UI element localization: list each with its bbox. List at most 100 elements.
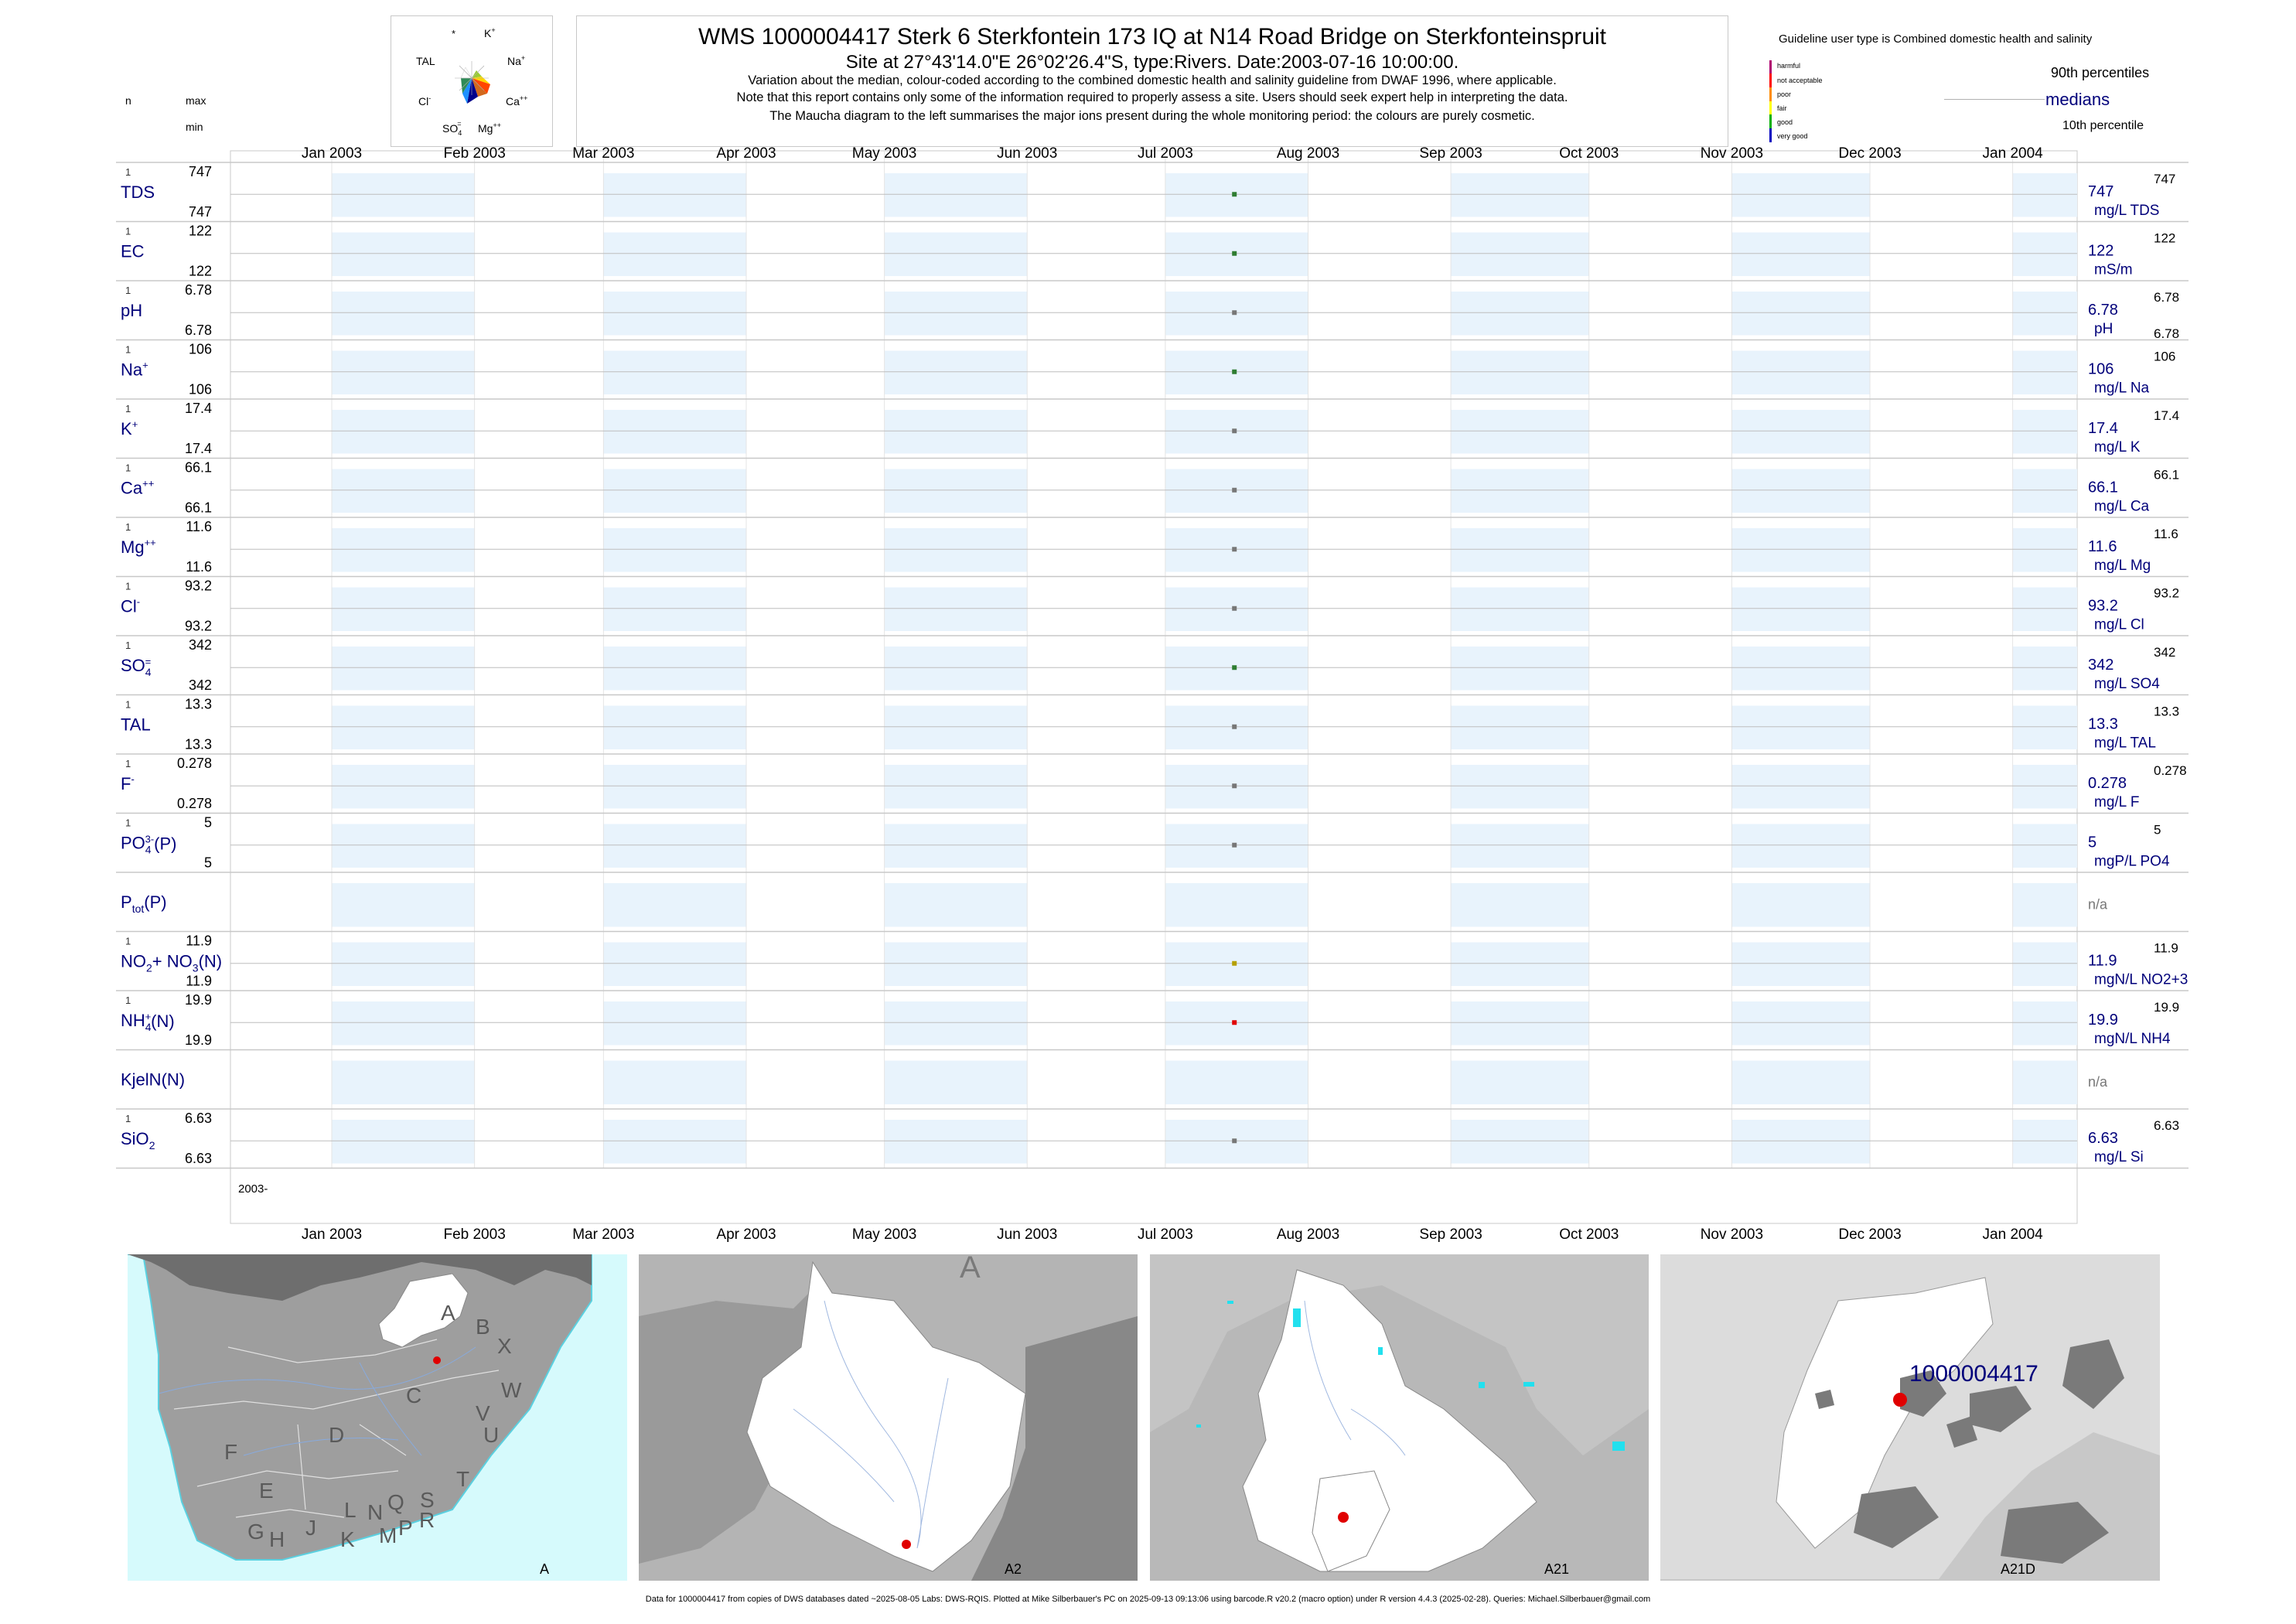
region-label-d: D <box>329 1423 344 1447</box>
row-n: 1 <box>125 285 131 296</box>
row-unit: mg/L Si <box>2094 1149 2144 1165</box>
row-n: 1 <box>125 462 131 474</box>
data-point <box>1232 606 1237 611</box>
row-unit: mg/L Mg <box>2094 558 2151 574</box>
map-panel-a: A B X W C V U D T F E G H J K L M N P Q … <box>128 1254 627 1581</box>
legend-medians: medians <box>2045 90 2110 109</box>
legend-median-line <box>1944 99 2045 100</box>
month-band <box>2012 350 2077 394</box>
maucha-segment-so4 <box>462 78 472 104</box>
month-band <box>603 1120 746 1164</box>
legend-very-good: very good <box>1777 132 1808 140</box>
row-max: 11.6 <box>186 519 212 534</box>
row-p90-value: 13.3 <box>2154 705 2179 719</box>
x-tick-label-top: Mar 2003 <box>572 145 634 162</box>
region-label-g: G <box>247 1520 264 1544</box>
row-unit: mg/L Na <box>2094 380 2150 397</box>
month-band <box>603 350 746 394</box>
region-label-b: B <box>476 1315 490 1339</box>
region-label-x: X <box>497 1334 512 1358</box>
row-median-value: 6.78 <box>2088 302 2118 319</box>
row-median-value: 5 <box>2088 834 2096 851</box>
month-band <box>1731 292 1871 336</box>
row-max: 6.63 <box>185 1111 212 1126</box>
x-tick-label-top: Jun 2003 <box>997 145 1057 162</box>
legend-p90: 90th percentiles <box>2051 65 2150 80</box>
month-band <box>884 1001 1028 1046</box>
row-unit: mgN/L NO2+3 <box>2094 972 2188 988</box>
month-band <box>884 824 1028 868</box>
row-p90-value: 11.6 <box>2154 527 2178 541</box>
map-a21d-urban-4 <box>1854 1486 1939 1548</box>
site-subtitle: Site at 27°43'14.0"E 26°02'26.4"S, type:… <box>845 52 1459 73</box>
legend-fair: fair <box>1777 104 1787 112</box>
row-min: 11.6 <box>186 559 212 575</box>
map-a21d-urban-6 <box>1815 1390 1834 1409</box>
map-a21-subcatchment <box>1312 1470 1390 1572</box>
row-p90-value: 106 <box>2154 350 2175 364</box>
legend-poor: poor <box>1777 90 1792 98</box>
month-band <box>332 883 475 927</box>
row-n: 1 <box>125 521 131 533</box>
x-tick-label-top: Jan 2004 <box>1983 145 2044 162</box>
x-tick-label-bottom: Oct 2003 <box>1559 1227 1619 1243</box>
month-band <box>332 1001 475 1046</box>
map-a21d-catchment <box>1776 1277 1994 1549</box>
row-median-value: 122 <box>2088 243 2113 260</box>
month-band <box>332 942 475 986</box>
data-point <box>1232 783 1237 789</box>
header-n: n <box>125 94 131 107</box>
region-label-k: K <box>340 1527 355 1551</box>
region-label-u: U <box>483 1423 499 1447</box>
map-a2-catchment <box>746 1261 1026 1572</box>
month-band <box>332 765 475 809</box>
month-band <box>2012 173 2077 217</box>
x-tick-label-top: Jan 2003 <box>302 145 362 162</box>
month-band <box>603 292 746 336</box>
map-a21-water-5 <box>1523 1382 1534 1387</box>
note-line-1: Variation about the median, colour-coded… <box>748 73 1557 87</box>
region-label-v: V <box>476 1401 490 1425</box>
row-label: Mg++ <box>121 537 156 557</box>
region-label-e: E <box>259 1479 274 1503</box>
data-point <box>1232 192 1237 197</box>
month-band <box>1451 469 1589 513</box>
month-band <box>332 647 475 691</box>
maucha-segment-k <box>472 70 482 78</box>
header-min: min <box>186 121 203 133</box>
row-n: 1 <box>125 995 131 1006</box>
row-p90-value: 11.9 <box>2154 941 2178 956</box>
month-band <box>1731 705 1871 749</box>
map-a-site-dot <box>433 1356 441 1364</box>
month-band <box>332 1060 475 1104</box>
row-label: NO2+ NO3(N) <box>121 952 222 974</box>
row-label: TDS <box>121 183 155 202</box>
month-band <box>1451 350 1589 394</box>
x-tick-label-bottom: Apr 2003 <box>716 1227 776 1243</box>
region-label-t: T <box>456 1467 469 1491</box>
month-band <box>332 292 475 336</box>
x-tick-label-top: Jul 2003 <box>1138 145 1193 162</box>
region-label-f: F <box>224 1440 237 1464</box>
data-point <box>1232 251 1237 256</box>
month-band <box>884 705 1028 749</box>
row-max: 106 <box>189 342 212 357</box>
month-band <box>1451 410 1589 454</box>
month-band <box>603 647 746 691</box>
month-band <box>2012 469 2077 513</box>
month-band <box>2012 942 2077 986</box>
month-band <box>1451 1120 1589 1164</box>
month-band <box>884 410 1028 454</box>
row-label: KjelN(N) <box>121 1070 185 1090</box>
map-a21-water-1 <box>1227 1301 1233 1304</box>
month-band <box>1451 705 1589 749</box>
month-band <box>1451 647 1589 691</box>
x-tick-label-bottom: Jun 2003 <box>997 1227 1057 1243</box>
row-min: 342 <box>189 677 212 693</box>
month-band <box>1451 1001 1589 1046</box>
row-p90-value: 66.1 <box>2154 468 2179 483</box>
row-min: 93.2 <box>185 619 212 634</box>
row-n: 1 <box>125 581 131 592</box>
row-median-value: 11.9 <box>2088 953 2117 970</box>
row-n: 1 <box>125 817 131 829</box>
